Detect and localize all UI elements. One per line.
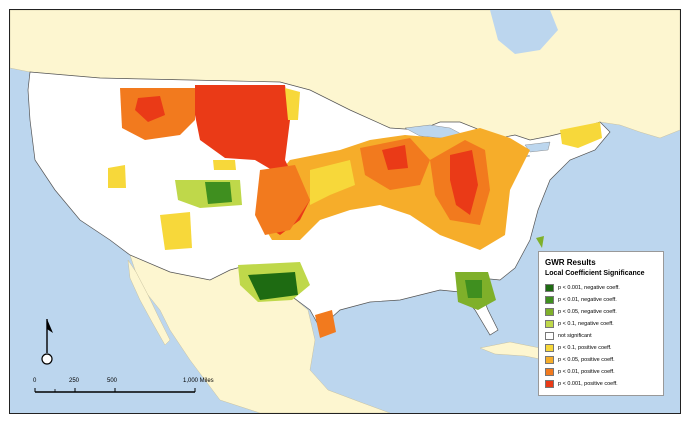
legend-swatch bbox=[545, 344, 554, 352]
baja-land bbox=[127, 259, 171, 346]
map-legend: GWR Results Local Coefficient Significan… bbox=[538, 251, 664, 396]
legend-label: p < 0.1, negative coeff. bbox=[558, 321, 614, 327]
legend-swatch bbox=[545, 380, 554, 388]
legend-swatch bbox=[545, 320, 554, 328]
legend-swatch bbox=[545, 356, 554, 364]
map-canvas[interactable] bbox=[10, 10, 680, 413]
scale-tick-1000: 1,000 Miles bbox=[183, 378, 214, 384]
map-frame: GWR Results Local Coefficient Significan… bbox=[9, 9, 681, 414]
legend-item: p < 0.001, positive coeff. bbox=[545, 379, 618, 389]
scale-tick-0: 0 bbox=[33, 378, 37, 384]
legend-swatch bbox=[545, 284, 554, 292]
scale-bar: 0 250 500 1,000 Miles bbox=[33, 378, 233, 398]
legend-item: p < 0.1, negative coeff. bbox=[545, 319, 614, 329]
legend-swatch bbox=[545, 308, 554, 316]
legend-label: p < 0.05, negative coeff. bbox=[558, 309, 617, 315]
legend-label: p < 0.001, negative coeff. bbox=[558, 285, 620, 291]
legend-swatch bbox=[545, 332, 554, 340]
legend-label: p < 0.01, positive coeff. bbox=[558, 369, 615, 375]
legend-label: p < 0.001, positive coeff. bbox=[558, 381, 618, 387]
legend-item: p < 0.01, positive coeff. bbox=[545, 367, 615, 377]
legend-swatch bbox=[545, 368, 554, 376]
legend-label: p < 0.01, negative coeff. bbox=[558, 297, 617, 303]
legend-item: p < 0.05, positive coeff. bbox=[545, 355, 615, 365]
scale-tick-500: 500 bbox=[107, 378, 118, 384]
legend-item: p < 0.001, negative coeff. bbox=[545, 283, 620, 293]
legend-label: p < 0.05, positive coeff. bbox=[558, 357, 615, 363]
north-arrow-icon bbox=[41, 319, 53, 365]
legend-swatch bbox=[545, 296, 554, 304]
scale-bar-line bbox=[34, 388, 196, 393]
legend-title: GWR Results bbox=[545, 258, 596, 267]
legend-item: p < 0.05, negative coeff. bbox=[545, 307, 617, 317]
hudson-bay bbox=[490, 10, 558, 54]
legend-item: not significant bbox=[545, 331, 592, 341]
significance-regions bbox=[108, 85, 602, 338]
legend-label: p < 0.1, positive coeff. bbox=[558, 345, 612, 351]
legend-subtitle: Local Coefficient Significance bbox=[545, 270, 645, 277]
legend-item: p < 0.1, positive coeff. bbox=[545, 343, 612, 353]
legend-label: not significant bbox=[558, 333, 592, 339]
scale-tick-250: 250 bbox=[69, 378, 80, 384]
legend-item: p < 0.01, negative coeff. bbox=[545, 295, 617, 305]
